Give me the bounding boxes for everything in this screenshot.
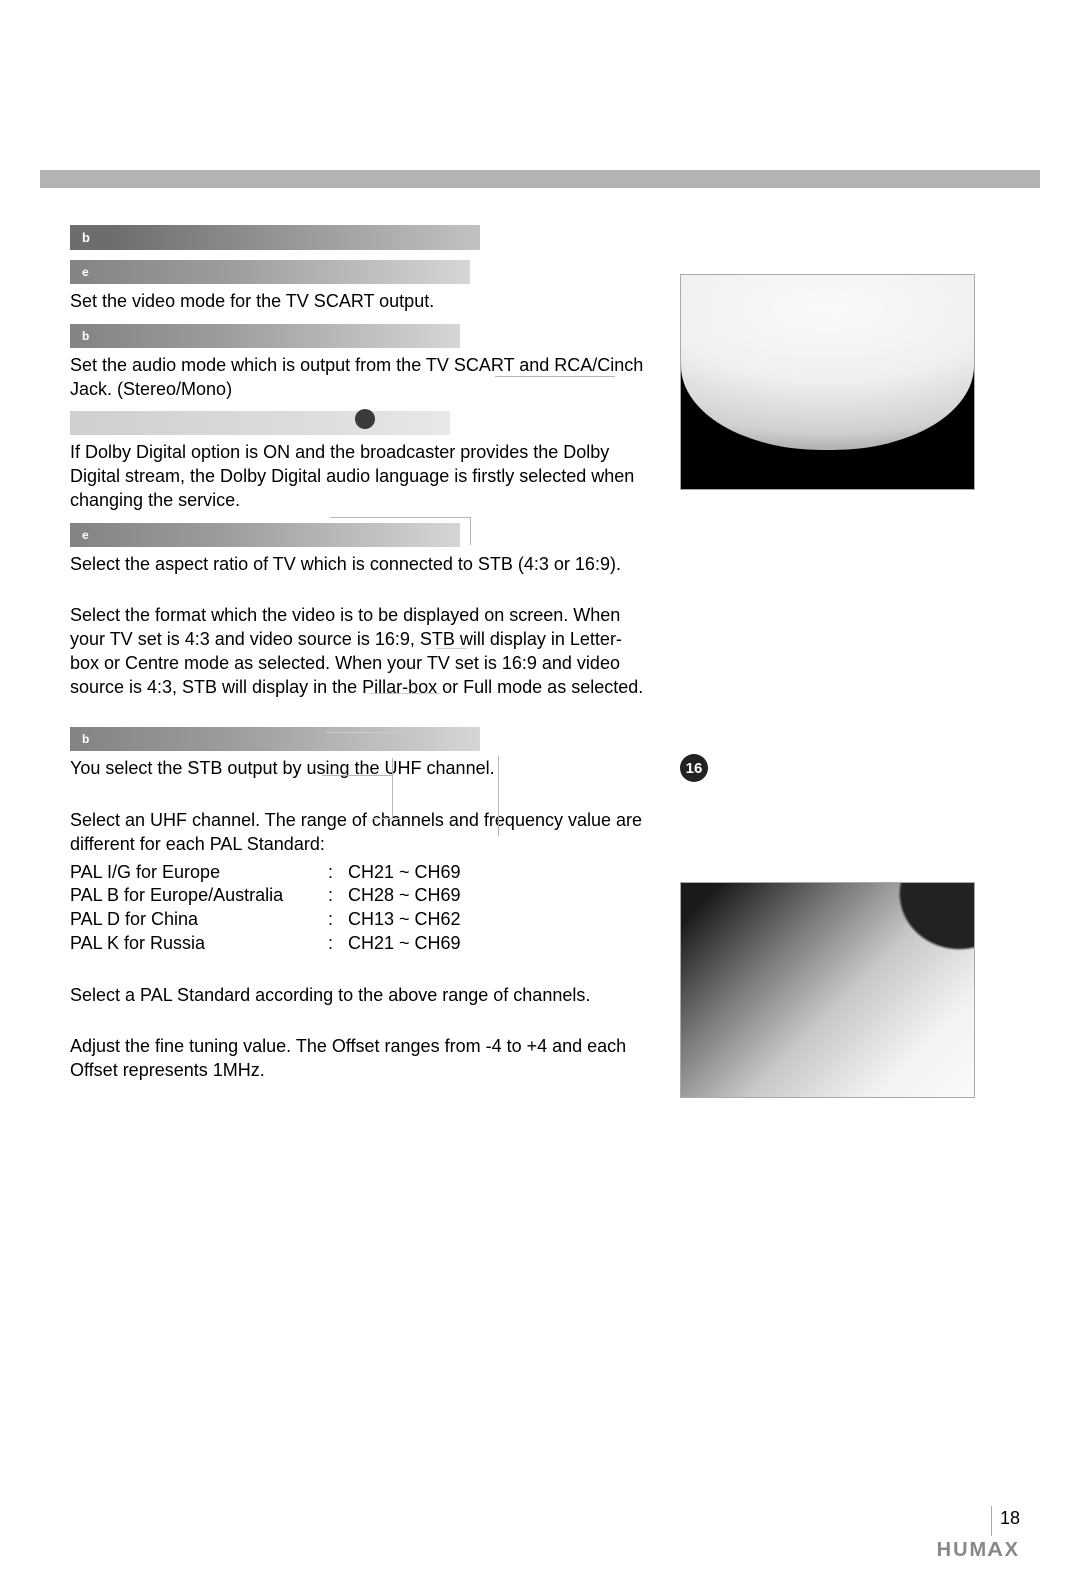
dolby-dot-icon [355, 409, 375, 429]
format-text: Select the format which the video is to … [70, 604, 650, 699]
sub-glyph: e [82, 528, 89, 542]
pal-colon: : [328, 932, 348, 956]
video-text: Set the video mode for the TV SCART outp… [70, 290, 650, 314]
scan-line [498, 756, 499, 836]
pal-range: CH13 ~ CH62 [348, 908, 461, 932]
sub-header-video: e [70, 260, 470, 284]
page-number-divider [991, 1506, 992, 1536]
top-gray-bar [40, 170, 1040, 188]
audio-text: Set the audio mode which is output from … [70, 354, 650, 402]
dolby-text: If Dolby Digital option is ON and the br… [70, 441, 650, 512]
offset-text: Adjust the fine tuning value. The Offset… [70, 1035, 650, 1083]
pal-row: PAL D for China : CH13 ~ CH62 [70, 908, 650, 932]
screenshot-2 [680, 882, 975, 1098]
screenshot-gradient-icon [681, 275, 974, 489]
pal-row: PAL K for Russia : CH21 ~ CH69 [70, 932, 650, 956]
scan-line [495, 376, 615, 377]
pal-row: PAL I/G for Europe : CH21 ~ CH69 [70, 861, 650, 885]
scan-line [325, 732, 405, 733]
sub-glyph: b [82, 329, 89, 343]
pal-range: CH21 ~ CH69 [348, 861, 461, 885]
pal-label: PAL B for Europe/Australia [70, 884, 328, 908]
sub-header-audio: b [70, 324, 460, 348]
scan-line [372, 818, 402, 819]
content-column: b e Set the video mode for the TV SCART … [70, 225, 650, 1087]
pal-label: PAL D for China [70, 908, 328, 932]
scan-line [370, 693, 440, 694]
sub-glyph: e [82, 265, 89, 279]
scan-line [470, 517, 471, 545]
callout-circle-16: 16 [680, 754, 708, 782]
pal-colon: : [328, 861, 348, 885]
aspect-text: Select the aspect ratio of TV which is c… [70, 553, 650, 577]
brand-logo: HUMAX [937, 1539, 1020, 1562]
header-glyph: b [82, 230, 90, 245]
pal-label: PAL I/G for Europe [70, 861, 328, 885]
screenshot-gradient-icon [681, 883, 974, 1097]
section-header-main: b [70, 225, 480, 250]
palstd-text: Select a PAL Standard according to the a… [70, 984, 650, 1008]
screenshot-1 [680, 274, 975, 490]
sub-header-aspect: e [70, 523, 460, 547]
sub-glyph: b [82, 732, 89, 746]
uhf-text: You select the STB output by using the U… [70, 757, 650, 781]
pal-range: CH21 ~ CH69 [348, 932, 461, 956]
scan-line [330, 517, 470, 518]
pal-row: PAL B for Europe/Australia : CH28 ~ CH69 [70, 884, 650, 908]
scan-line [322, 775, 392, 776]
pal-label: PAL K for Russia [70, 932, 328, 956]
channel-intro: Select an UHF channel. The range of chan… [70, 809, 650, 857]
pal-range: CH28 ~ CH69 [348, 884, 461, 908]
pal-colon: : [328, 908, 348, 932]
pal-colon: : [328, 884, 348, 908]
callout-number: 16 [686, 760, 703, 777]
scan-line [436, 648, 466, 649]
scan-line [392, 758, 393, 818]
sub-header-uhf: b [70, 727, 480, 751]
sub-header-dolby [70, 411, 450, 435]
page-number: 18 [1000, 1508, 1020, 1529]
